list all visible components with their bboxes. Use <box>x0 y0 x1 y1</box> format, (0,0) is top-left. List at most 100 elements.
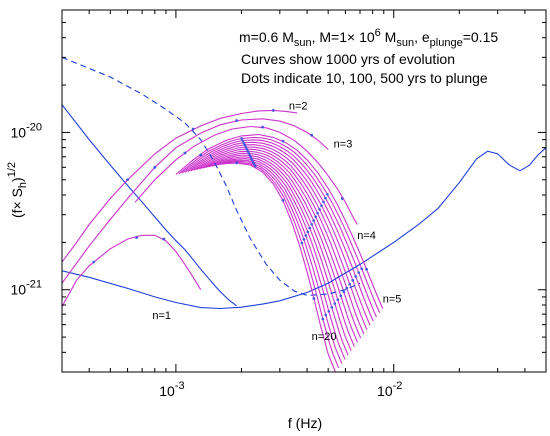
evolution-dot <box>321 317 325 321</box>
harmonic-curve-fan <box>199 152 359 343</box>
evolution-dot <box>162 237 166 241</box>
evolution-dot <box>333 302 337 305</box>
noise-confusion-curve <box>62 104 237 307</box>
harmonic-label: n=4 <box>357 230 376 242</box>
evolution-dot <box>252 162 256 166</box>
evolution-dot <box>199 153 203 157</box>
evolution-dot <box>183 151 187 155</box>
evolution-dot <box>306 230 310 234</box>
evolution-dot <box>245 147 249 151</box>
evolution-dot <box>314 215 317 219</box>
evolution-dot <box>324 313 328 317</box>
evolution-dot <box>316 211 319 215</box>
evolution-dot <box>326 193 329 196</box>
y-tick-label: 10-20 <box>11 121 42 140</box>
harmonic-label: n=3 <box>334 139 353 151</box>
evolution-dot <box>247 152 251 155</box>
evolution-dot <box>302 237 306 241</box>
evolution-dot <box>312 297 316 300</box>
x-tick-label: 10-2 <box>377 380 402 399</box>
harmonic-curve-fan <box>208 157 349 356</box>
evolution-dot <box>244 145 248 149</box>
evolution-dot <box>281 139 285 143</box>
evolution-dot <box>135 236 138 239</box>
evolution-dot <box>365 267 368 271</box>
evolution-dot <box>339 294 343 298</box>
evolution-dot <box>153 165 157 169</box>
harmonic-curve-n5 <box>175 133 384 309</box>
evolution-dot <box>281 198 285 202</box>
tick-labels: 10-3 10-2 10-21 10-20 <box>11 121 403 399</box>
evolution-dot <box>357 271 361 274</box>
evolution-dot <box>348 282 352 286</box>
evolution-dot <box>243 143 246 147</box>
harmonic-curve-fan <box>187 144 371 326</box>
axes-frame <box>61 9 547 373</box>
evolution-dot <box>191 127 195 131</box>
evolution-dot <box>327 309 331 313</box>
harmonic-curve-fan <box>202 154 355 347</box>
harmonic-curve-fan <box>217 161 340 369</box>
harmonic-label: n=5 <box>383 293 402 305</box>
tick-marks <box>61 9 547 373</box>
evolution-dot <box>336 298 340 301</box>
noise-total-curve <box>62 147 546 310</box>
evolution-dot <box>92 260 96 264</box>
evolution-dot <box>250 158 254 162</box>
evolution-dot <box>235 161 239 165</box>
harmonic-curve-fan <box>184 141 374 322</box>
evolution-dot <box>310 223 314 226</box>
evolution-dot <box>253 164 257 168</box>
annotation-line-3: Dots indicate 10, 100, 500 yrs to plunge <box>241 70 488 86</box>
harmonic-labels: n=1 n=2 n=3 n=4 n=5 n=20 <box>152 100 401 342</box>
harmonic-label: n=1 <box>152 310 171 322</box>
evolution-dot <box>320 204 323 207</box>
y-tick-label: 10-21 <box>11 279 42 298</box>
evolution-dot <box>241 139 244 142</box>
plot-area <box>62 56 546 372</box>
harmonic-curve-n20 <box>220 162 336 372</box>
evolution-dot <box>235 119 239 122</box>
harmonic-curve-fan <box>193 148 365 335</box>
y-axis-label: (f× Sh)1/2 <box>6 162 29 218</box>
evolution-dot <box>310 133 314 137</box>
evolution-dots <box>92 109 368 321</box>
evolution-dot <box>251 160 255 164</box>
harmonic-curve-fan <box>178 136 381 313</box>
harmonic-label: n=2 <box>289 100 308 112</box>
x-axis-label: f (Hz) <box>288 415 322 431</box>
evolution-dot <box>249 156 253 160</box>
harmonic-curve-fan <box>214 161 343 364</box>
harmonic-curve-fan <box>196 150 362 339</box>
evolution-dot <box>304 234 308 237</box>
harmonic-curve-fan <box>205 156 352 352</box>
evolution-dot <box>240 137 243 140</box>
harmonic-curve-n2 <box>62 109 298 263</box>
noise-dashed-curve <box>62 56 361 296</box>
evolution-dot <box>126 178 129 182</box>
harmonic-curve-fan <box>190 146 368 330</box>
evolution-dot <box>312 219 315 222</box>
evolution-dot <box>261 125 264 129</box>
evolution-dot <box>248 154 252 157</box>
evolution-dot <box>246 149 250 153</box>
evolution-dot <box>318 208 321 211</box>
evolution-dot <box>324 196 327 200</box>
evolution-dot <box>322 200 325 204</box>
evolution-dot <box>308 226 312 230</box>
annotation-line-1: m=0.6 Msun, M=1× 106 Msun, eplunge=0.15 <box>239 27 498 49</box>
evolution-dot <box>345 286 349 290</box>
evolution-dot <box>351 279 355 282</box>
harmonic-curve-n3 <box>62 118 329 284</box>
evolution-dot <box>300 241 304 245</box>
annotation-line-2: Curves show 1000 yrs of evolution <box>241 51 455 67</box>
evolution-dot <box>242 141 245 144</box>
harmonic-curve-n4 <box>134 125 358 225</box>
harmonic-curve-fan <box>181 139 377 318</box>
harmonic-label: n=20 <box>312 331 337 343</box>
evolution-dot <box>330 306 334 309</box>
evolution-dot <box>271 109 275 112</box>
harmonic-curve-fan <box>211 159 346 360</box>
x-tick-label: 10-3 <box>159 380 184 399</box>
